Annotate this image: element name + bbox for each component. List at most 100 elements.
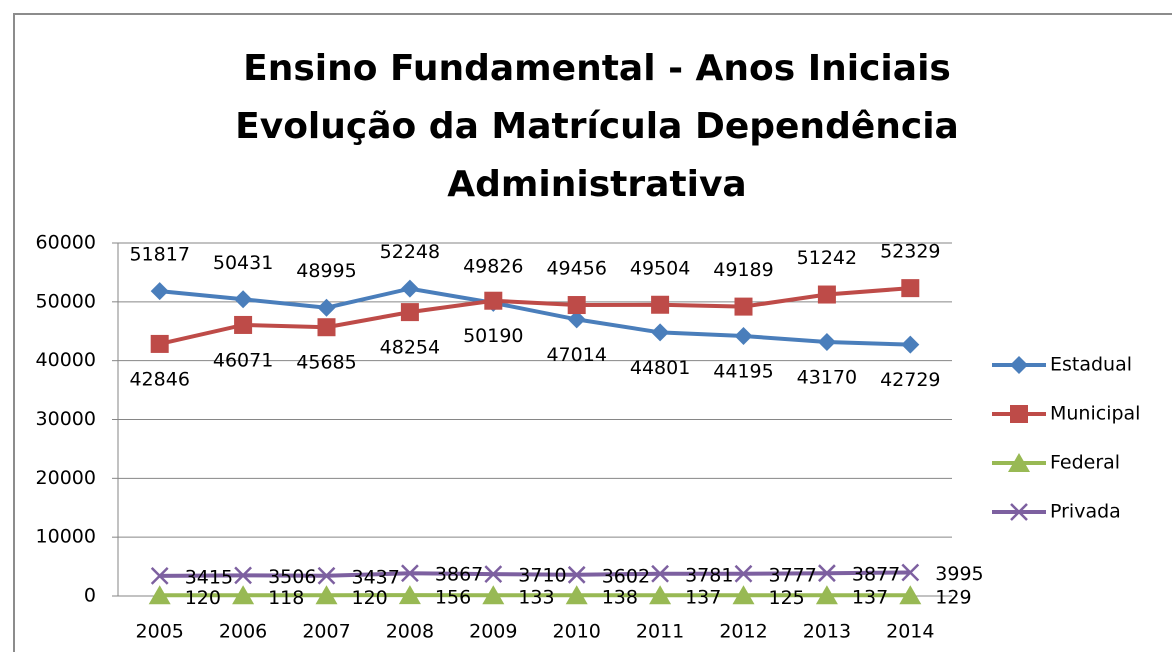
- data-label: 51817: [129, 244, 189, 266]
- marker: [567, 296, 586, 315]
- y-tick-label: 30000: [36, 408, 96, 430]
- marker: [901, 563, 920, 582]
- y-tick-label: 50000: [36, 290, 96, 312]
- data-label: 42729: [880, 369, 940, 391]
- data-label: 138: [602, 587, 638, 609]
- data-label: 47014: [546, 344, 606, 366]
- data-label: 120: [185, 587, 221, 609]
- x-tick-label: 2010: [553, 621, 601, 643]
- data-label: 133: [518, 587, 554, 609]
- x-tick-label: 2013: [803, 621, 851, 643]
- chart-title: Administrativa: [447, 164, 746, 205]
- data-label: 52248: [380, 241, 440, 263]
- marker: [901, 279, 920, 298]
- marker: [651, 295, 670, 314]
- marker: [649, 585, 672, 605]
- marker: [150, 282, 169, 301]
- marker: [734, 564, 753, 583]
- marker: [1008, 453, 1030, 472]
- data-label: 120: [352, 587, 388, 609]
- marker: [567, 565, 586, 584]
- chart-title: Evolução da Matrícula Dependência: [235, 106, 959, 147]
- y-tick-label: 20000: [36, 467, 96, 489]
- data-label: 52329: [880, 241, 940, 263]
- marker: [565, 585, 588, 605]
- data-label: 48254: [380, 337, 440, 359]
- marker: [317, 298, 336, 317]
- marker: [651, 564, 669, 583]
- marker: [234, 315, 253, 334]
- y-tick-label: 0: [84, 585, 96, 607]
- marker: [817, 285, 836, 304]
- data-label: 137: [852, 587, 888, 609]
- legend-label: Estadual: [1050, 354, 1132, 376]
- data-label: 118: [268, 587, 304, 609]
- marker: [150, 567, 169, 585]
- data-label: 48995: [296, 260, 356, 282]
- marker: [317, 318, 336, 337]
- marker: [398, 585, 421, 605]
- marker: [1010, 503, 1028, 521]
- x-tick-label: 2012: [719, 621, 767, 643]
- marker: [317, 566, 336, 585]
- marker: [901, 335, 920, 354]
- data-label: 50431: [213, 252, 273, 274]
- x-tick-label: 2006: [219, 621, 267, 643]
- marker: [315, 585, 338, 605]
- marker: [232, 585, 255, 605]
- marker: [234, 566, 252, 585]
- data-label: 42846: [129, 368, 189, 390]
- x-tick-label: 2007: [302, 621, 350, 643]
- data-label: 44195: [713, 360, 773, 382]
- marker: [815, 585, 838, 605]
- marker: [234, 290, 253, 309]
- x-tick-label: 2014: [886, 621, 934, 643]
- legend-label: Privada: [1050, 501, 1121, 523]
- marker: [651, 323, 670, 342]
- marker: [400, 303, 419, 322]
- data-label: 125: [769, 587, 805, 609]
- data-label: 49456: [546, 258, 606, 280]
- data-label: 3995: [935, 563, 983, 585]
- series-line: [159, 570, 911, 578]
- data-label: 156: [435, 587, 471, 609]
- marker: [400, 279, 419, 298]
- marker: [150, 334, 169, 353]
- data-label: 137: [685, 587, 721, 609]
- data-label: 3710: [518, 565, 566, 587]
- data-label: 3781: [685, 564, 733, 586]
- marker: [1010, 356, 1028, 374]
- data-label: 43170: [797, 367, 857, 389]
- data-label: 49504: [630, 257, 690, 279]
- data-label: 3877: [852, 564, 900, 586]
- data-label: 3602: [602, 565, 650, 587]
- y-tick-label: 40000: [36, 349, 96, 371]
- y-tick-label: 10000: [36, 526, 96, 548]
- marker: [732, 585, 755, 605]
- marker: [817, 333, 836, 352]
- data-label: 49826: [463, 255, 523, 277]
- data-label: 129: [935, 587, 971, 609]
- marker: [148, 585, 171, 605]
- data-label: 45685: [296, 352, 356, 374]
- data-label: 3867: [435, 564, 483, 586]
- data-label: 3437: [352, 566, 400, 588]
- marker: [567, 310, 586, 329]
- data-label: 51242: [797, 247, 857, 269]
- y-tick-label: 60000: [36, 232, 96, 254]
- data-label: 44801: [630, 357, 690, 379]
- x-tick-label: 2009: [469, 621, 517, 643]
- marker: [484, 291, 503, 310]
- data-label: 3777: [769, 564, 817, 586]
- legend-label: Federal: [1050, 452, 1120, 474]
- marker: [482, 585, 505, 605]
- marker: [1010, 405, 1028, 423]
- marker: [484, 565, 503, 584]
- x-tick-label: 2011: [636, 621, 684, 643]
- legend-label: Municipal: [1050, 403, 1140, 425]
- marker: [734, 326, 753, 345]
- series-line: [159, 286, 911, 347]
- x-tick-label: 2005: [136, 621, 184, 643]
- data-label: 3415: [185, 566, 233, 588]
